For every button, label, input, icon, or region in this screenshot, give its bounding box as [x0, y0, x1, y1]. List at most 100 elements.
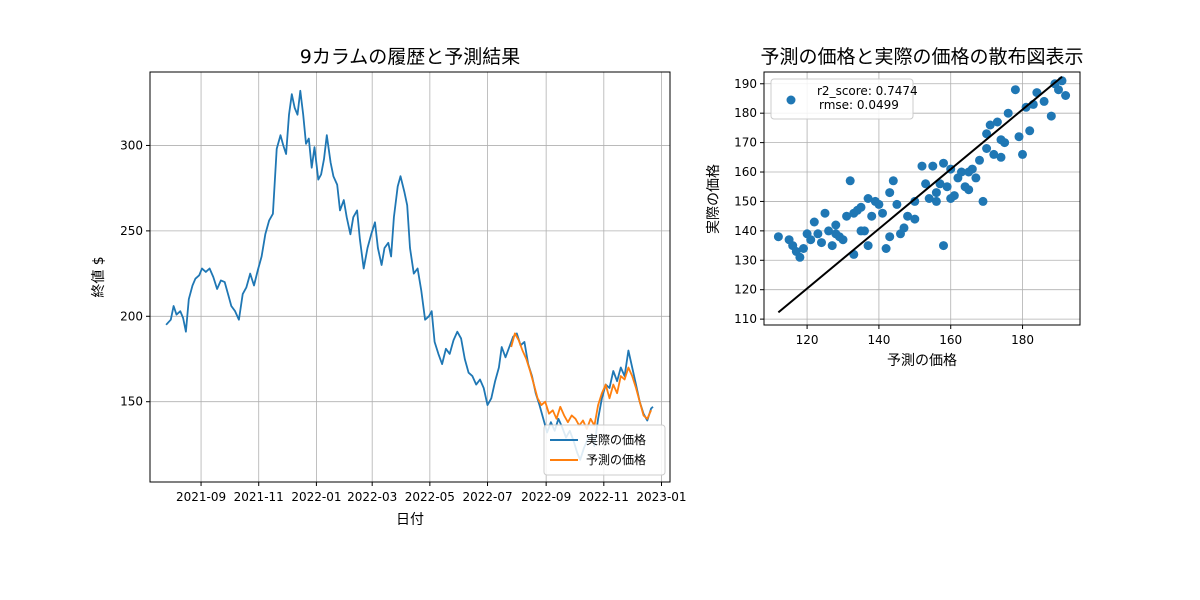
- x-tick-label: 120: [796, 333, 819, 347]
- scatter-point: [917, 161, 927, 171]
- scatter-point: [971, 173, 981, 183]
- scatter-point: [1046, 111, 1056, 121]
- scatter-point: [939, 158, 948, 168]
- scatter-point: [982, 129, 992, 139]
- y-tick-label: 110: [734, 312, 757, 326]
- scatter-point: [964, 185, 974, 195]
- scatter-point: [1003, 108, 1013, 118]
- y-tick-label: 160: [734, 165, 757, 179]
- scatter-point: [874, 199, 884, 209]
- scatter-point: [921, 179, 931, 189]
- scatter-point: [924, 194, 934, 203]
- scatter-point: [910, 196, 920, 206]
- scatter-point: [1039, 96, 1049, 106]
- x-tick-label: 2023-01: [636, 490, 686, 504]
- scatter-point: [939, 241, 948, 251]
- x-tick-label: 2022-07: [462, 490, 512, 504]
- scatter-point: [813, 229, 823, 239]
- scatter-point: [773, 232, 783, 242]
- x-tick-label: 2022-01: [291, 490, 341, 504]
- x-tick-label: 2022-11: [579, 490, 629, 504]
- scatter-point: [827, 241, 837, 251]
- x-tick-label: 2022-03: [347, 490, 397, 504]
- scatter-point: [831, 220, 841, 230]
- x-tick-label: 2021-11: [234, 490, 284, 504]
- scatter-legend-rmse: rmse: 0.0499: [819, 98, 899, 112]
- scatter-point: [1054, 85, 1063, 95]
- scatter-point: [820, 208, 830, 218]
- scatter-point: [1025, 126, 1035, 136]
- scatter-point: [989, 149, 999, 159]
- scatter-point: [931, 188, 941, 198]
- scatter-point: [838, 235, 848, 245]
- scatter-point: [824, 226, 834, 236]
- scatter-point: [856, 226, 866, 236]
- x-tick-label: 140: [867, 333, 890, 347]
- scatter-point: [975, 155, 984, 165]
- scatter-point: [1018, 149, 1027, 159]
- scatter-point: [996, 152, 1006, 162]
- line-chart-xlabel: 日付: [396, 512, 424, 528]
- scatter-point: [817, 238, 826, 248]
- scatter-point: [885, 188, 895, 198]
- x-tick-label: 180: [1011, 333, 1034, 347]
- scatter-point: [867, 211, 877, 221]
- scatter-point: [935, 179, 945, 189]
- scatter-point: [910, 214, 920, 224]
- scatter-point: [957, 167, 966, 177]
- scatter-point: [946, 194, 956, 203]
- scatter-point: [996, 135, 1006, 145]
- scatter-point: [881, 244, 891, 253]
- scatter-point: [888, 176, 898, 186]
- scatter-chart-ticks: 120 140 160 180 110 120 130 140 150 160 170 180 190: [734, 77, 1034, 347]
- scatter-point: [985, 120, 995, 130]
- scatter-legend-marker: [786, 95, 796, 105]
- scatter-point: [856, 202, 866, 212]
- y-tick-label: 180: [734, 106, 757, 120]
- legend-box: [543, 424, 666, 476]
- scatter-point: [928, 161, 938, 171]
- scatter-chart-legend: r2_score: 0.7474 rmse: 0.0499: [770, 78, 918, 120]
- scatter-chart-title: 予測の価格と実際の価格の散布図表示: [760, 46, 1083, 68]
- y-tick-label: 250: [120, 224, 143, 238]
- scatter-point: [1014, 132, 1024, 142]
- regression-line: [777, 75, 1063, 314]
- line-chart-ticks: 2021-09 2021-11 2022-01 2022-03 2022-05 2022-…: [120, 138, 686, 504]
- scatter-chart-ylabel: 実際の価格: [706, 164, 722, 234]
- y-tick-label: 130: [734, 253, 757, 267]
- scatter-chart-frame: [763, 71, 1081, 326]
- scatter-point: [982, 144, 992, 153]
- x-tick-label: 2022-05: [405, 490, 455, 504]
- scatter-point: [931, 196, 941, 206]
- y-tick-label: 120: [734, 283, 757, 297]
- scatter-point: [863, 194, 873, 203]
- scatter-point: [845, 176, 855, 186]
- legend-label-predicted: 予測の価格: [586, 452, 646, 467]
- scatter-point: [799, 244, 808, 253]
- scatter-legend-r2: r2_score: 0.7474: [817, 84, 918, 98]
- y-tick-label: 150: [734, 194, 757, 208]
- scatter-point: [842, 211, 852, 221]
- scatter-point: [863, 241, 873, 251]
- y-tick-label: 150: [120, 395, 143, 409]
- scatter-point: [878, 208, 887, 218]
- line-chart-grid: [150, 72, 670, 482]
- scatter-point: [1061, 91, 1071, 100]
- series-line-predicted: [510, 332, 652, 430]
- scatter-point: [978, 196, 988, 206]
- x-tick-label: 160: [939, 333, 962, 347]
- scatter-point: [1010, 85, 1020, 95]
- y-tick-label: 300: [120, 138, 143, 152]
- x-tick-label: 2022-09: [521, 490, 571, 504]
- scatter-point: [892, 199, 902, 209]
- scatter-chart-xlabel: 予測の価格: [887, 353, 957, 369]
- scatter-point: [992, 117, 1002, 127]
- y-tick-label: 170: [734, 136, 757, 150]
- y-tick-label: 140: [734, 224, 757, 238]
- scatter-legend-box: [770, 78, 914, 120]
- line-chart-frame: [149, 71, 671, 483]
- scatter-point: [942, 182, 952, 192]
- line-chart-ylabel: 終値 $: [91, 256, 107, 297]
- scatter-point: [899, 223, 909, 233]
- x-tick-label: 2021-09: [176, 490, 226, 504]
